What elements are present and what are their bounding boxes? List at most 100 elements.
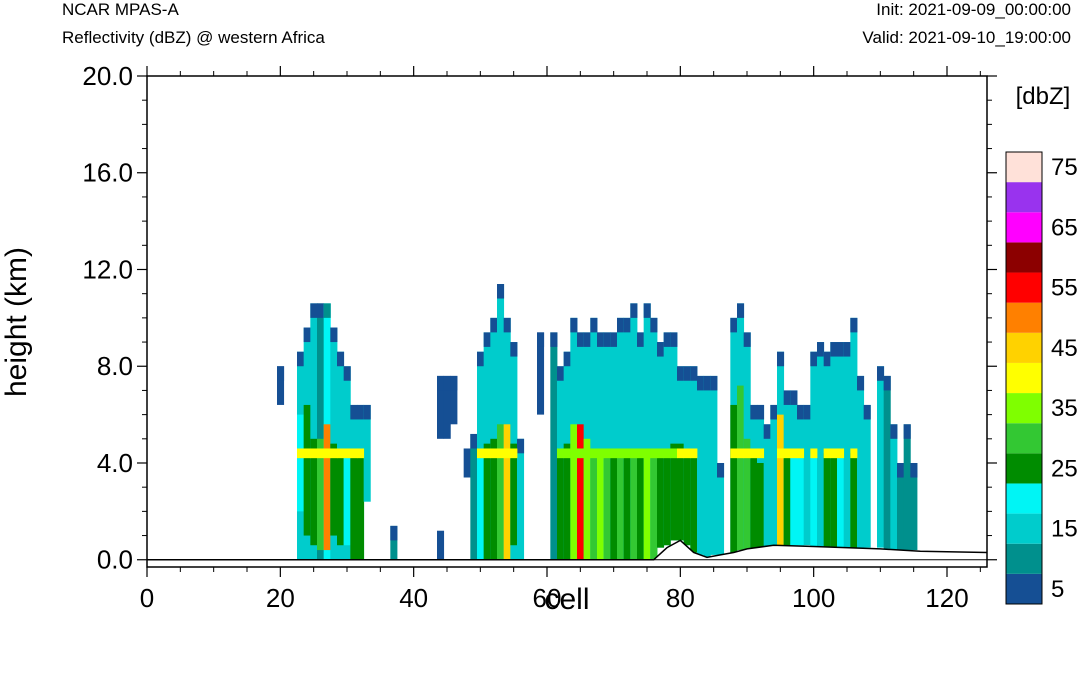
reflectivity-cap <box>890 424 898 439</box>
reflectivity-core <box>650 453 658 560</box>
reflectivity-cap <box>617 317 625 333</box>
colorbar-frame <box>1005 151 1043 605</box>
terrain-line <box>147 539 988 561</box>
reflectivity-core <box>577 424 585 560</box>
reflectivity-core <box>303 404 311 536</box>
reflectivity-cap <box>550 332 558 347</box>
reflectivity-cap <box>650 317 658 333</box>
y-axis-title: height (km) <box>0 247 33 397</box>
colorbar-swatch <box>1006 393 1042 424</box>
reflectivity-core <box>503 424 511 560</box>
bright-band-cell <box>623 448 631 459</box>
reflectivity-core <box>777 414 785 546</box>
reflectivity-cap <box>277 366 285 381</box>
reflectivity-cap <box>843 342 851 357</box>
bright-band-cell <box>823 448 831 459</box>
bright-band-cell <box>730 448 738 459</box>
colorbar-swatch <box>1006 543 1042 574</box>
reflectivity-cap <box>637 332 645 347</box>
bright-band-cell <box>830 448 838 459</box>
reflectivity-cap <box>477 351 485 367</box>
reflectivity-cap <box>610 332 618 347</box>
colorbar-label: 65 <box>1051 214 1078 241</box>
reflectivity-column <box>850 317 858 548</box>
colorbar-swatch <box>1006 573 1042 604</box>
reflectivity-column <box>883 375 891 549</box>
colorbar-unit-label: [dbZ] <box>1016 83 1071 110</box>
reflectivity-cap <box>697 375 705 391</box>
reflectivity-cap <box>357 404 365 420</box>
reflectivity-column <box>437 375 445 439</box>
reflectivity-column <box>450 375 458 425</box>
reflectivity-cap <box>770 404 778 420</box>
reflectivity-cap <box>563 351 571 367</box>
bright-band-cell <box>583 448 591 459</box>
bright-band-cell <box>757 448 765 459</box>
bright-band-cell <box>643 448 651 459</box>
reflectivity-cap <box>470 433 478 449</box>
reflectivity-cap <box>483 332 491 347</box>
reflectivity-cap <box>443 375 451 391</box>
bright-band-cell <box>663 448 671 459</box>
bright-band-cell <box>303 448 311 459</box>
reflectivity-column <box>390 525 398 560</box>
bright-band-cell <box>617 448 625 459</box>
bright-band-cell <box>490 448 498 459</box>
colorbar-swatch <box>1006 513 1042 544</box>
reflectivity-cap <box>830 342 838 357</box>
bright-band-cell <box>497 448 505 459</box>
reflectivity-cap <box>590 317 598 333</box>
bright-band-cell <box>503 448 511 459</box>
reflectivity-core <box>730 404 738 553</box>
bright-band-cell <box>683 448 691 459</box>
reflectivity-cap <box>817 342 825 357</box>
colorbar-swatch <box>1006 182 1042 213</box>
reflectivity-core <box>490 438 498 560</box>
colorbar-swatch <box>1006 453 1042 484</box>
reflectivity-column <box>770 404 778 548</box>
reflectivity-core <box>297 414 305 512</box>
x-tick-label: 40 <box>399 583 428 613</box>
reflectivity-cap <box>317 303 325 318</box>
x-axis-title: cell <box>544 583 589 616</box>
reflectivity-cap <box>510 342 518 357</box>
reflectivity-core <box>797 453 805 546</box>
reflectivity-column <box>550 332 558 560</box>
x-tick-label: 80 <box>666 583 695 613</box>
reflectivity-column <box>537 332 545 415</box>
bright-band-cell <box>330 448 338 459</box>
x-tick-label: 20 <box>266 583 295 613</box>
reflectivity-column <box>890 424 898 551</box>
x-tick-label: 60 <box>533 583 562 613</box>
reflectivity-column <box>363 404 371 502</box>
reflectivity-column <box>437 530 445 560</box>
reflectivity-core <box>850 453 858 548</box>
reflectivity-core <box>590 453 598 560</box>
reflectivity-column <box>497 284 505 560</box>
reflectivity-column <box>703 375 711 558</box>
reflectivity-core <box>477 453 485 560</box>
reflectivity-core <box>743 438 751 551</box>
y-tick-label: 8.0 <box>97 351 133 381</box>
reflectivity-column <box>863 404 871 548</box>
colorbar-label: 5 <box>1051 576 1064 603</box>
reflectivity-core <box>757 462 765 548</box>
colorbar-swatch <box>1006 152 1042 183</box>
reflectivity-cap <box>690 366 698 381</box>
reflectivity-column <box>637 332 645 560</box>
colorbar-label: 75 <box>1051 154 1078 181</box>
reflectivity-core <box>570 424 578 560</box>
plot-frame <box>146 75 988 568</box>
reflectivity-core <box>330 443 338 536</box>
reflectivity-cap <box>823 351 831 367</box>
bright-band-cell <box>577 448 585 459</box>
reflectivity-core <box>670 443 678 541</box>
reflectivity-cells <box>277 284 918 560</box>
colorbar-label: 15 <box>1051 516 1078 543</box>
reflectivity-core <box>603 453 611 560</box>
bright-band-cell <box>670 448 678 459</box>
reflectivity-core <box>337 453 345 546</box>
reflectivity-cap <box>743 332 751 347</box>
reflectivity-cap <box>857 375 865 391</box>
